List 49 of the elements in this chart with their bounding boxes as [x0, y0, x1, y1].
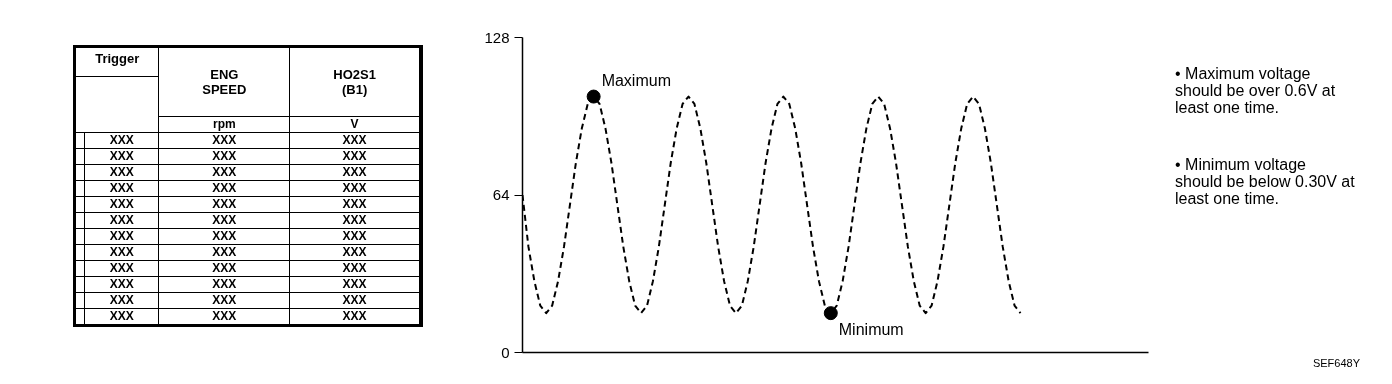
text: XXX [212, 213, 237, 227]
text: XXX [109, 197, 134, 211]
y-tick-label: 0 [501, 343, 510, 361]
text: XXX [342, 293, 367, 307]
text: XXX [342, 197, 367, 211]
text: • Maximum voltage should be over 0.6V at least one time. [1175, 65, 1337, 116]
text: XXX [109, 261, 134, 275]
text: XXX [212, 149, 237, 163]
text: XXX [109, 165, 134, 179]
text: XXX [342, 245, 367, 259]
text: XXX [212, 181, 237, 195]
annotation: Minimum [838, 321, 904, 339]
text: XXX [212, 197, 237, 211]
text: XXX [342, 309, 367, 323]
text: XXX [109, 133, 134, 147]
text: XXX [212, 293, 237, 307]
category-label: HO2S1 (B1) [289, 46, 420, 117]
annotation: Maximum [601, 71, 671, 89]
text: XXX [342, 229, 367, 243]
text: XXX [109, 149, 134, 163]
text: XXX [342, 133, 367, 147]
text: SEF648Y [1312, 356, 1360, 371]
text: XXX [212, 245, 237, 259]
text: XXX [109, 229, 134, 243]
category-label: ENG SPEED [158, 46, 290, 117]
y-tick-label: 64 [492, 186, 510, 203]
text: XXX [212, 309, 237, 323]
text: XXX [109, 245, 134, 259]
text: XXX [342, 213, 367, 227]
text: XXX [342, 165, 367, 179]
text: • Minimum voltage should be below 0.30V at least one time. [1175, 156, 1355, 207]
text: XXX [109, 277, 134, 291]
text: XXX [212, 133, 237, 147]
text: XXX [212, 165, 237, 179]
text: XXX [342, 261, 367, 275]
text: V [350, 117, 359, 131]
text: XXX [212, 277, 237, 291]
text: XXX [342, 277, 367, 291]
category-label: Trigger [74, 46, 159, 77]
text: XXX [212, 261, 237, 275]
text: XXX [109, 181, 134, 195]
text: XXX [342, 181, 367, 195]
text: XXX [109, 293, 134, 307]
text: rpm [212, 117, 236, 131]
text: XXX [342, 149, 367, 163]
text: XXX [109, 309, 134, 323]
text: XXX [212, 229, 237, 243]
text: XXX [109, 213, 134, 227]
y-tick-label: 128 [484, 28, 510, 46]
